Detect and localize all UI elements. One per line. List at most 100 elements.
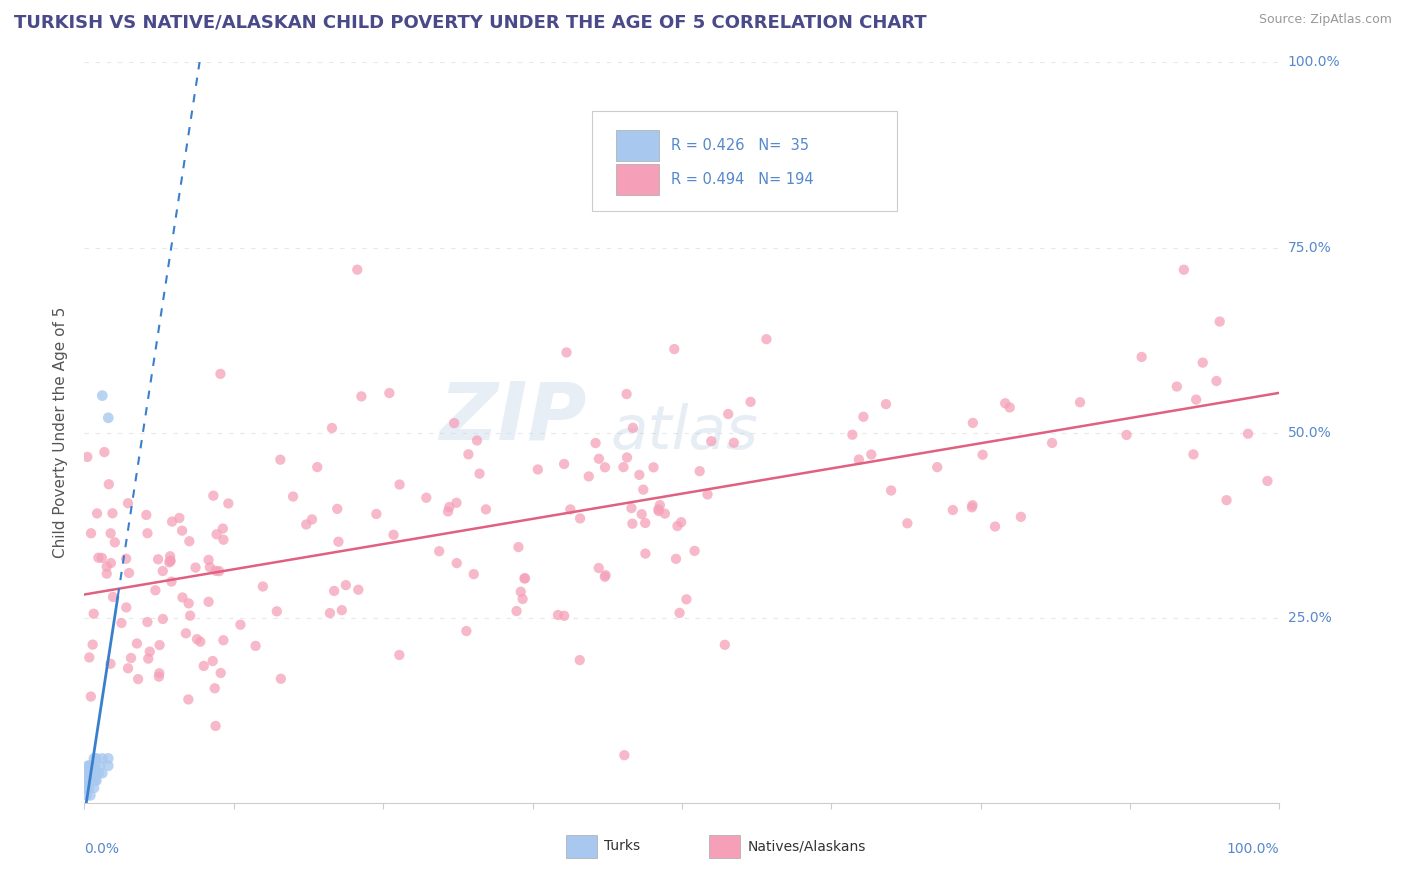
Point bbox=[91, 388, 114, 402]
Point bbox=[229, 617, 252, 632]
Text: R = 0.494   N= 194: R = 0.494 N= 194 bbox=[671, 172, 814, 186]
Point bbox=[83, 607, 105, 621]
Point bbox=[665, 551, 688, 566]
Point bbox=[159, 549, 181, 564]
Point bbox=[505, 604, 527, 618]
Point bbox=[446, 556, 468, 570]
Point bbox=[157, 555, 180, 569]
Point bbox=[115, 600, 138, 615]
Point bbox=[201, 654, 224, 668]
Point bbox=[152, 612, 174, 626]
Point bbox=[208, 564, 231, 578]
Point bbox=[174, 626, 197, 640]
Point bbox=[101, 590, 124, 604]
Point bbox=[588, 451, 610, 466]
Y-axis label: Child Poverty Under the Age of 5: Child Poverty Under the Age of 5 bbox=[53, 307, 69, 558]
Point bbox=[388, 477, 411, 491]
Point bbox=[82, 638, 104, 652]
Point bbox=[568, 653, 591, 667]
Point bbox=[723, 435, 745, 450]
Point bbox=[388, 648, 411, 662]
Text: ZIP: ZIP bbox=[439, 379, 586, 457]
Point bbox=[301, 512, 323, 526]
Point bbox=[252, 580, 274, 594]
Point bbox=[547, 607, 569, 622]
Point bbox=[125, 636, 148, 650]
Point bbox=[212, 533, 235, 547]
Point bbox=[1115, 428, 1137, 442]
Point bbox=[110, 615, 132, 630]
Point bbox=[880, 483, 903, 498]
Point bbox=[648, 498, 671, 512]
Point bbox=[896, 516, 918, 531]
Point bbox=[77, 758, 100, 772]
Point bbox=[136, 651, 159, 665]
Text: TURKISH VS NATIVE/ALASKAN CHILD POVERTY UNDER THE AGE OF 5 CORRELATION CHART: TURKISH VS NATIVE/ALASKAN CHILD POVERTY … bbox=[14, 13, 927, 31]
Point bbox=[668, 606, 690, 620]
Point bbox=[1166, 379, 1188, 393]
Point bbox=[149, 638, 172, 652]
Point bbox=[188, 634, 211, 648]
Point bbox=[169, 511, 191, 525]
Point bbox=[647, 504, 669, 518]
Point bbox=[184, 560, 207, 574]
Point bbox=[415, 491, 437, 505]
Point bbox=[204, 719, 226, 733]
Text: 0.0%: 0.0% bbox=[84, 842, 120, 855]
Point bbox=[612, 460, 634, 475]
Point bbox=[643, 460, 665, 475]
Point bbox=[628, 467, 651, 482]
Point bbox=[97, 751, 120, 765]
Point bbox=[675, 592, 697, 607]
Point bbox=[593, 570, 616, 584]
Point bbox=[616, 387, 638, 401]
Point bbox=[457, 447, 479, 461]
Point bbox=[82, 758, 104, 772]
Point bbox=[962, 416, 984, 430]
Point bbox=[80, 758, 103, 772]
FancyBboxPatch shape bbox=[567, 835, 598, 858]
Point bbox=[443, 416, 465, 430]
Point bbox=[350, 389, 373, 403]
Point bbox=[740, 395, 762, 409]
Point bbox=[76, 450, 98, 464]
Point bbox=[1209, 314, 1232, 328]
Point bbox=[463, 567, 485, 582]
Point bbox=[633, 483, 655, 497]
Point bbox=[100, 657, 122, 671]
Point bbox=[585, 436, 607, 450]
Point bbox=[77, 780, 100, 795]
Point bbox=[82, 773, 104, 788]
Point bbox=[437, 504, 460, 518]
Text: atlas: atlas bbox=[610, 403, 758, 462]
Point bbox=[87, 766, 110, 780]
Point bbox=[647, 502, 669, 516]
Point bbox=[269, 452, 291, 467]
Point bbox=[83, 766, 105, 780]
Point bbox=[346, 262, 368, 277]
Point bbox=[115, 551, 138, 566]
Point bbox=[80, 766, 103, 780]
Point bbox=[382, 528, 405, 542]
Point bbox=[159, 554, 181, 568]
Point bbox=[766, 174, 789, 188]
Point bbox=[513, 571, 536, 585]
Text: 75.0%: 75.0% bbox=[1288, 241, 1331, 254]
Point bbox=[186, 632, 208, 647]
Point bbox=[145, 583, 167, 598]
Point bbox=[700, 434, 723, 449]
Point bbox=[994, 396, 1017, 410]
Point bbox=[1069, 395, 1091, 409]
Point bbox=[75, 773, 97, 788]
FancyBboxPatch shape bbox=[616, 164, 659, 194]
Point bbox=[1182, 447, 1205, 461]
Point bbox=[560, 502, 582, 516]
Point bbox=[456, 624, 478, 638]
Point bbox=[89, 758, 111, 772]
Point bbox=[177, 692, 200, 706]
Point bbox=[942, 503, 965, 517]
Point bbox=[439, 500, 461, 514]
Point bbox=[177, 596, 200, 610]
Point bbox=[1173, 262, 1195, 277]
Point bbox=[654, 507, 676, 521]
